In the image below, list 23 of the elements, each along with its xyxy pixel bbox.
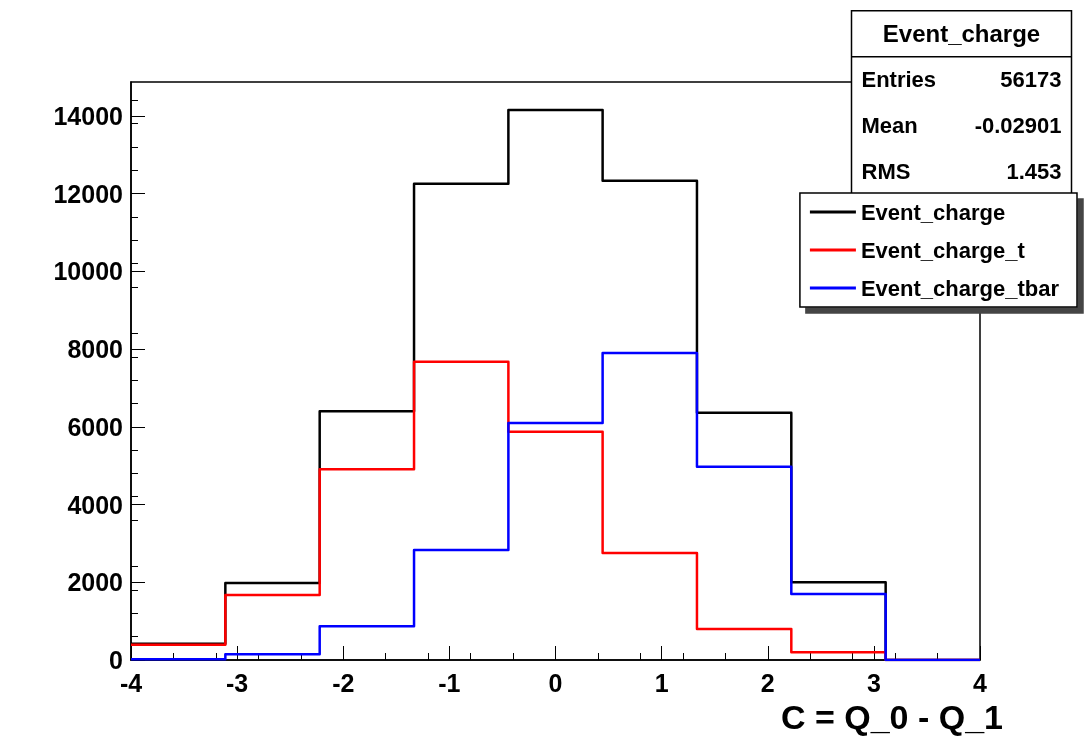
text: Event_charge: [882, 20, 1041, 48]
y-tick-label: 8000: [67, 335, 123, 364]
y-tick-label: 14000: [53, 101, 123, 130]
text: Entries 56173: [861, 67, 1062, 93]
x-axis-title: C = Q_0 - Q_1: [780, 698, 1003, 736]
legend-label: Event_charge_tbar: [860, 275, 1060, 301]
text: Mean -0.02901: [861, 113, 1062, 139]
x-tick-label: -1: [438, 668, 461, 697]
y-tick-label: 6000: [67, 412, 123, 441]
y-tick-label: 10000: [53, 257, 123, 286]
y-tick-label: 2000: [67, 568, 123, 597]
text: RMS 1.453: [861, 159, 1062, 185]
x-tick-label: 0: [548, 668, 563, 697]
legend-label: Event_charge_t: [860, 237, 1026, 263]
x-tick-label: 4: [973, 668, 988, 697]
x-tick-label: -2: [332, 668, 355, 697]
x-tick-label: 2: [760, 668, 775, 697]
x-tick-label: 3: [866, 668, 881, 697]
legend-label: Event_charge: [860, 199, 1006, 225]
y-tick-label: 4000: [67, 490, 123, 519]
y-tick-label: 12000: [53, 179, 123, 208]
x-tick-label: 1: [654, 668, 669, 697]
x-tick-label: -3: [226, 668, 249, 697]
